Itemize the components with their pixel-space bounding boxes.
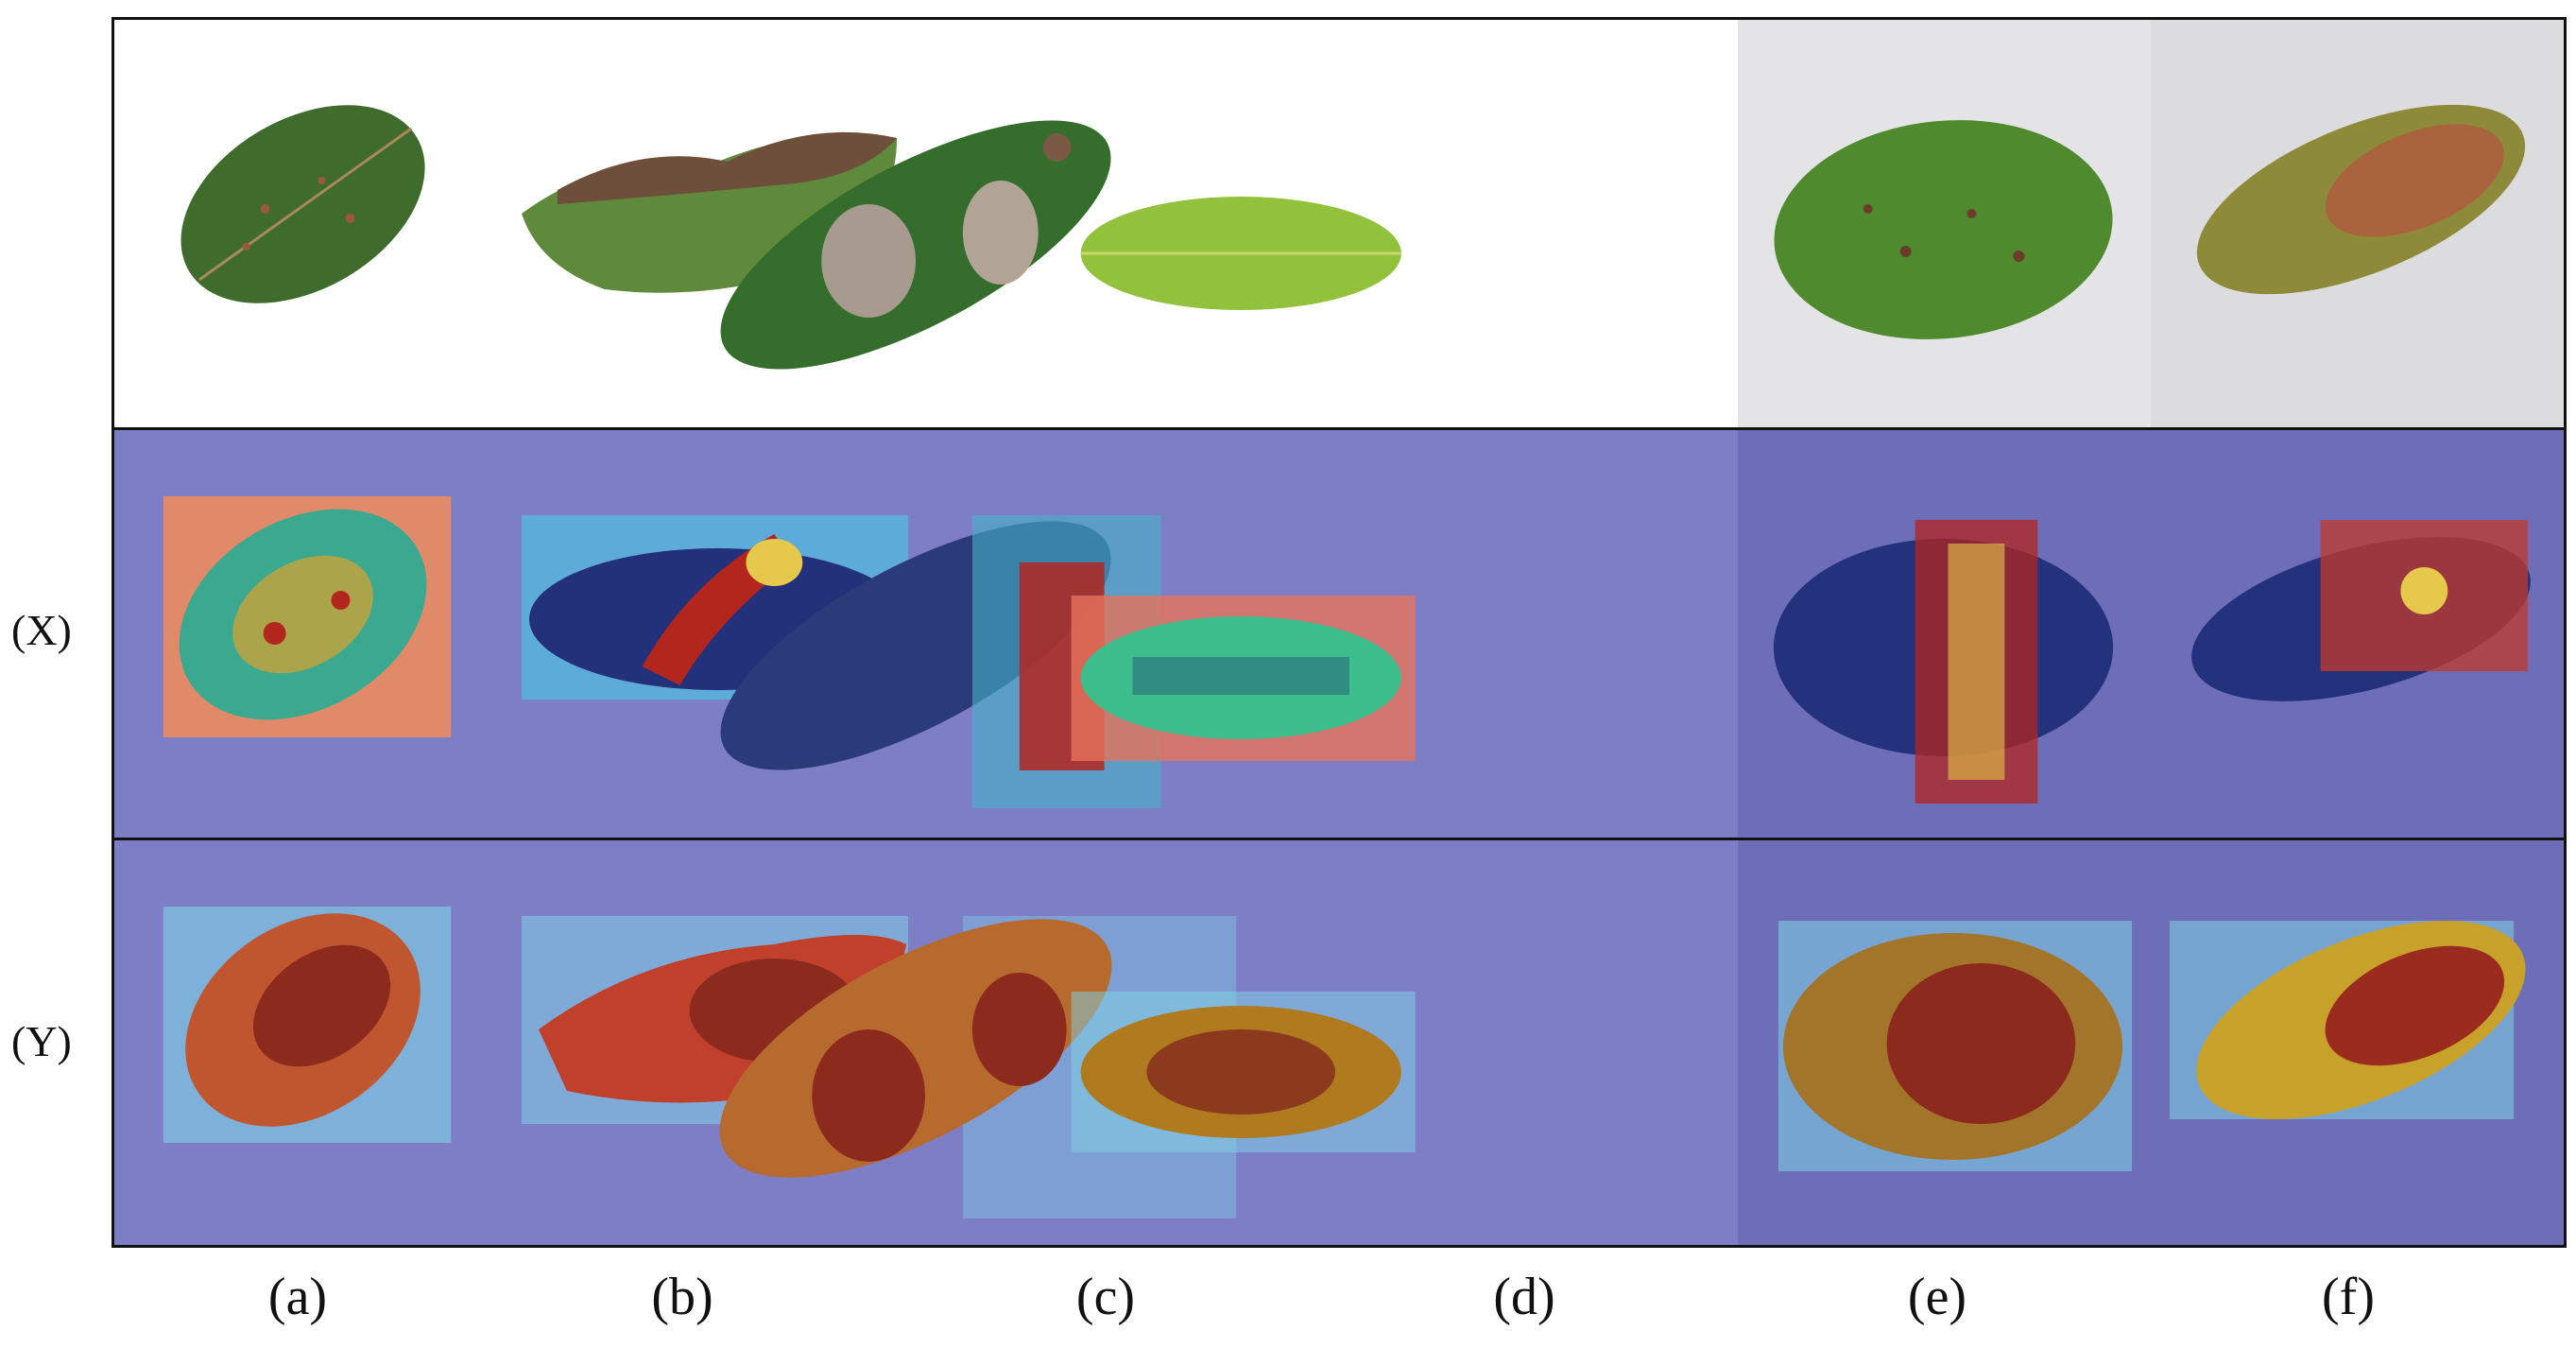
heatmap-x-d: [1071, 596, 1416, 761]
leaf-image-d: [1080, 197, 1401, 310]
image-grid: [112, 17, 2567, 1248]
column-label-a: (a): [267, 1268, 328, 1326]
heatmap-y-f: [2169, 921, 2526, 1119]
column-label-f: (f): [2322, 1268, 2375, 1326]
row-label-x: (X): [11, 606, 72, 654]
heatmap-row-y: [114, 840, 2564, 1245]
original-images-row: [114, 20, 2564, 430]
row-divider: [114, 838, 2564, 840]
leaf-image-e: [1774, 120, 2113, 339]
row-divider: [114, 427, 2564, 430]
heatmap-x-f: [2191, 520, 2531, 701]
heatmap-row-x: [114, 430, 2564, 840]
heatmap-panel-y: [114, 840, 2564, 1245]
heatmap-x-e: [1773, 520, 2114, 804]
heatmap-y-d: [1071, 992, 1416, 1152]
column-label-d: (d): [1493, 1268, 1555, 1326]
heatmap-y-a: [163, 907, 452, 1143]
leaf-image-a: [180, 105, 425, 303]
heatmap-y-e: [1777, 921, 2133, 1171]
original-images-panel: [180, 20, 2564, 430]
column-label-b: (b): [651, 1268, 713, 1326]
row-label-y: (Y): [11, 1017, 72, 1065]
column-label-c: (c): [1075, 1268, 1136, 1326]
heatmap-panel-x: [114, 430, 2564, 840]
leaf-image-c: [720, 120, 1111, 370]
heatmap-x-a: [163, 496, 452, 737]
leaf-image-f: [2196, 104, 2526, 295]
column-label-e: (e): [1907, 1268, 1967, 1326]
